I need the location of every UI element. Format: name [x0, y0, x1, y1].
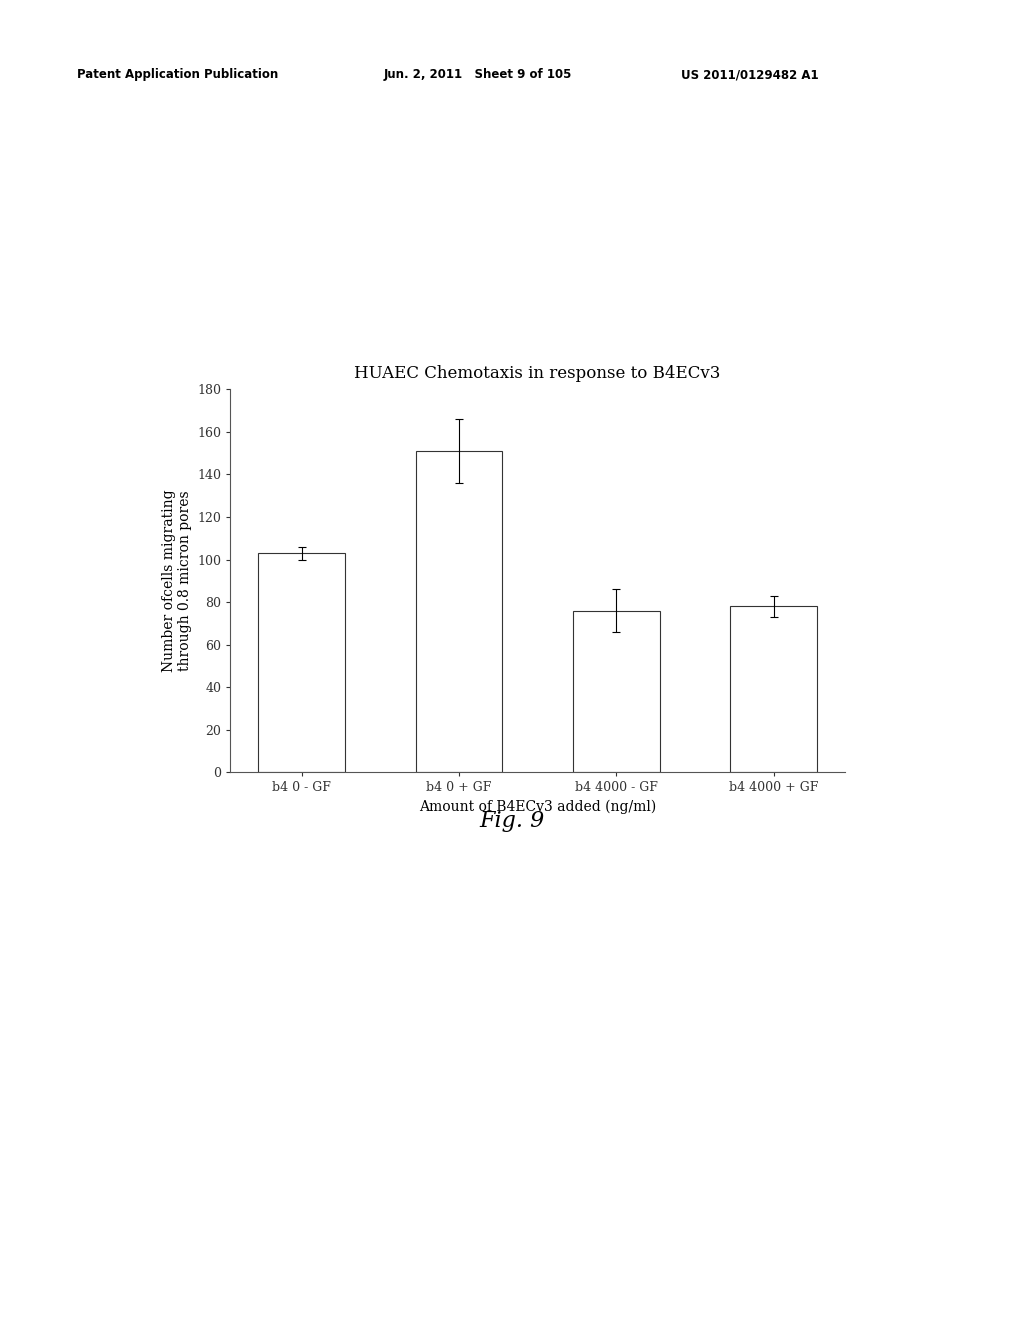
Text: US 2011/0129482 A1: US 2011/0129482 A1	[681, 69, 818, 81]
Bar	[258, 553, 345, 772]
Text: Patent Application Publication: Patent Application Publication	[77, 69, 279, 81]
Text: Jun. 2, 2011   Sheet 9 of 105: Jun. 2, 2011 Sheet 9 of 105	[384, 69, 572, 81]
Bar	[730, 606, 817, 772]
Y-axis label: Number ofcells migrating
through 0.8 micron pores: Number ofcells migrating through 0.8 mic…	[162, 490, 191, 672]
X-axis label: Amount of B4ECv3 added (ng/ml): Amount of B4ECv3 added (ng/ml)	[419, 800, 656, 814]
Bar	[573, 611, 659, 772]
Text: Fig. 9: Fig. 9	[479, 810, 545, 832]
Title: HUAEC Chemotaxis in response to B4ECv3: HUAEC Chemotaxis in response to B4ECv3	[354, 366, 721, 383]
Bar	[416, 451, 502, 772]
